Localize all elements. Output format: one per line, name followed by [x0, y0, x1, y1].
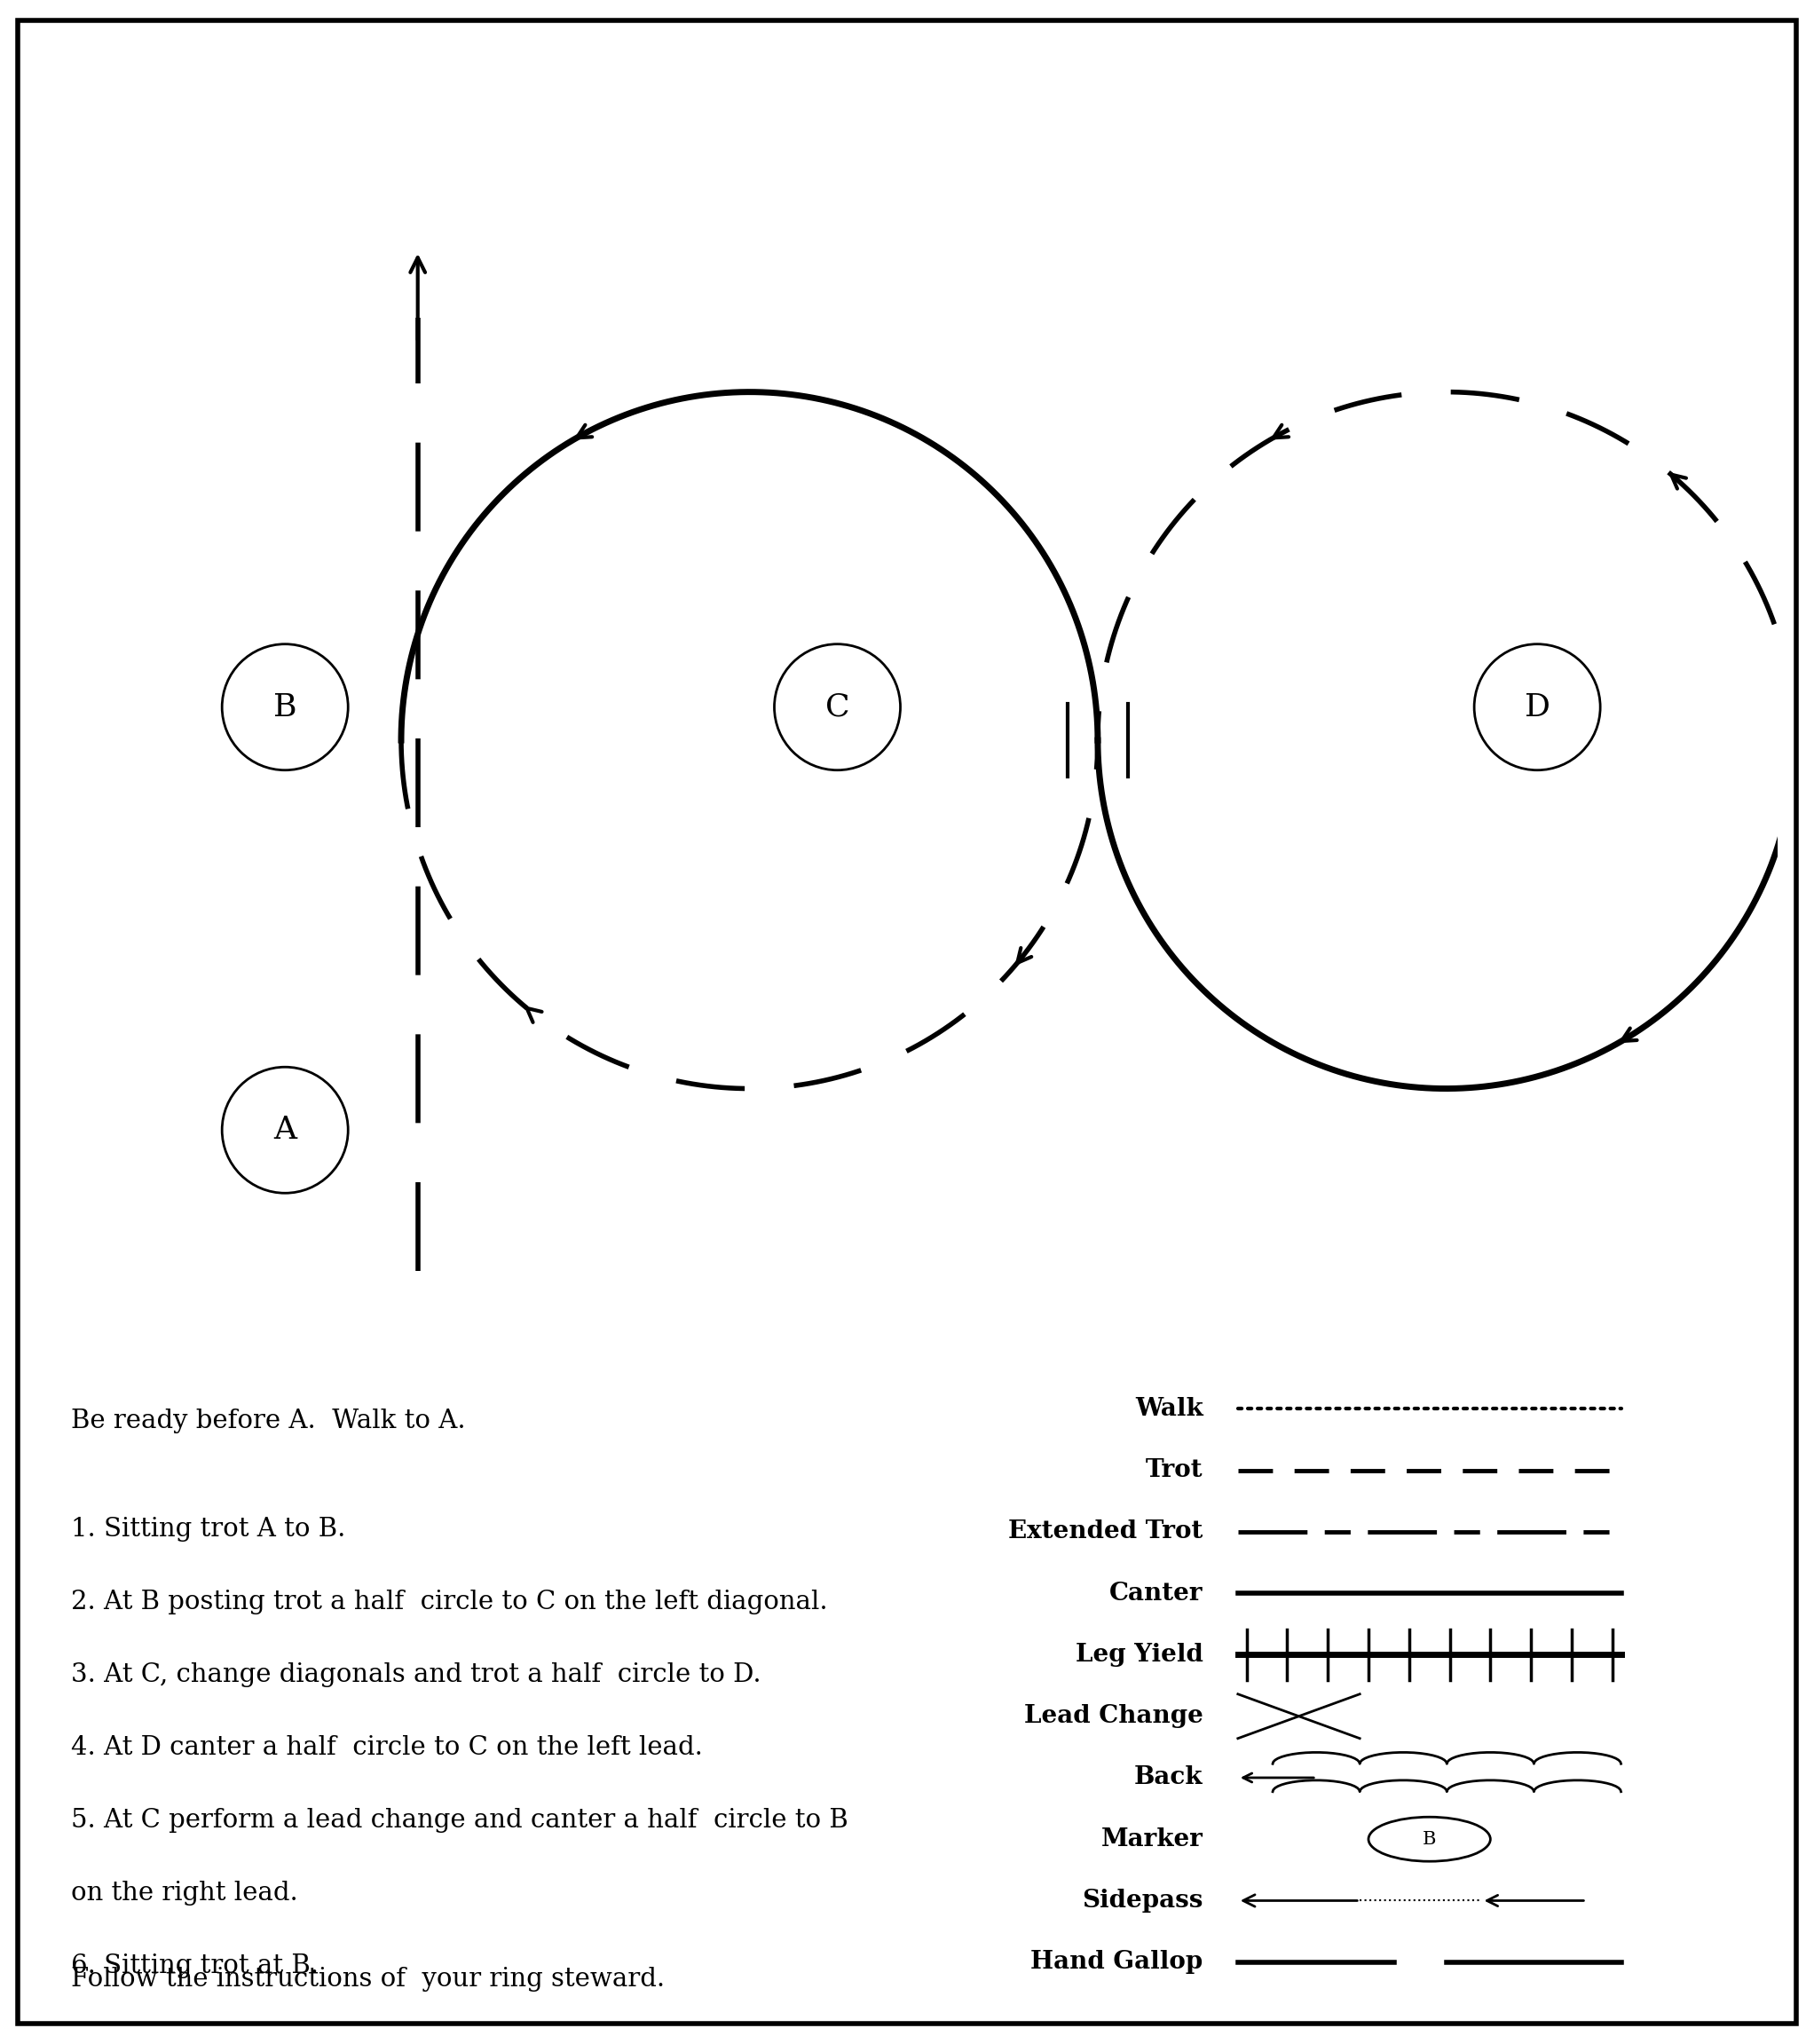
Text: C: C	[825, 693, 849, 722]
Text: 5. At C perform a lead change and canter a half  circle to B: 5. At C perform a lead change and canter…	[71, 1809, 849, 1833]
Text: Leg Yield: Leg Yield	[1076, 1643, 1203, 1666]
Text: 4. At D canter a half  circle to C on the left lead.: 4. At D canter a half circle to C on the…	[71, 1735, 702, 1760]
Text: Canter: Canter	[1110, 1582, 1203, 1605]
Text: Trot: Trot	[1146, 1459, 1203, 1482]
Text: Extended Trot: Extended Trot	[1009, 1521, 1203, 1543]
Text: Back: Back	[1134, 1766, 1203, 1791]
Text: Be ready before A.  Walk to A.: Be ready before A. Walk to A.	[71, 1408, 466, 1433]
Text: Hand Gallop: Hand Gallop	[1030, 1950, 1203, 1975]
Text: 3. At C, change diagonals and trot a half  circle to D.: 3. At C, change diagonals and trot a hal…	[71, 1662, 762, 1686]
Text: B: B	[274, 693, 297, 722]
Text: B: B	[1422, 1831, 1437, 1848]
Text: Marker: Marker	[1101, 1827, 1203, 1852]
Text: Lead Change: Lead Change	[1023, 1705, 1203, 1729]
Text: A: A	[274, 1114, 297, 1145]
Text: Sidepass: Sidepass	[1081, 1889, 1203, 1913]
Text: 1. Sitting trot A to B.: 1. Sitting trot A to B.	[71, 1517, 346, 1541]
Text: 2. At B posting trot a half  circle to C on the left diagonal.: 2. At B posting trot a half circle to C …	[71, 1590, 827, 1615]
Text: Walk: Walk	[1136, 1396, 1203, 1421]
Text: D: D	[1524, 693, 1551, 722]
Text: on the right lead.: on the right lead.	[71, 1880, 297, 1905]
Text: 6. Sitting trot at B.: 6. Sitting trot at B.	[71, 1954, 319, 1979]
Text: Follow the instructions of  your ring steward.: Follow the instructions of your ring ste…	[71, 1966, 666, 1991]
